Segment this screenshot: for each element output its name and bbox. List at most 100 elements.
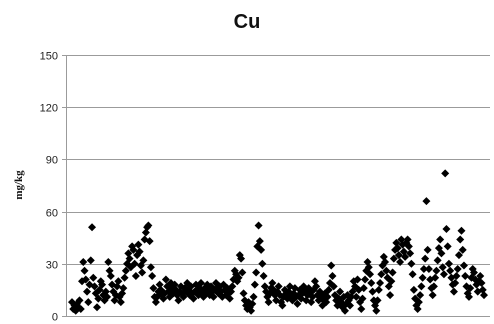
data-point [114, 277, 123, 286]
data-point [451, 278, 460, 287]
data-point [407, 259, 416, 268]
data-point [98, 280, 107, 289]
data-point [457, 226, 466, 235]
data-point [453, 265, 462, 274]
data-points [68, 169, 488, 315]
data-point [441, 169, 450, 178]
data-point [394, 251, 403, 260]
data-point [123, 259, 132, 268]
data-point [121, 266, 130, 275]
data-point [293, 299, 302, 308]
data-point [376, 278, 385, 287]
data-point [393, 244, 402, 253]
data-point [125, 254, 134, 263]
data-point [75, 296, 84, 305]
data-point [274, 282, 283, 291]
data-point [469, 268, 478, 277]
data-point [452, 271, 461, 280]
data-point [386, 291, 395, 300]
data-point [422, 197, 431, 206]
data-point [408, 270, 417, 279]
data-point [418, 273, 427, 282]
data-point [432, 266, 441, 275]
y-tick-label-120: 120 [40, 103, 58, 115]
data-point [131, 271, 140, 280]
data-point [196, 278, 205, 287]
data-point [248, 299, 257, 308]
data-point [381, 258, 390, 267]
data-point [119, 284, 128, 293]
data-point [476, 271, 485, 280]
data-point [76, 305, 85, 314]
data-point [161, 275, 170, 284]
data-point [464, 292, 473, 301]
data-point [323, 292, 332, 301]
data-point [239, 289, 248, 298]
data-point [89, 273, 98, 282]
data-point [437, 249, 446, 258]
data-point [367, 278, 376, 287]
data-point [135, 247, 144, 256]
data-point [431, 273, 440, 282]
data-point [252, 268, 261, 277]
data-point [366, 270, 375, 279]
data-point [396, 258, 405, 267]
data-point [424, 265, 433, 274]
data-point [443, 242, 452, 251]
y-tick-label-60: 60 [46, 208, 58, 220]
data-point [255, 237, 264, 246]
data-point [86, 256, 95, 265]
data-point [459, 261, 468, 270]
data-point [401, 252, 410, 261]
data-point [374, 285, 383, 294]
data-point [329, 282, 338, 291]
data-point [116, 298, 125, 307]
data-point [257, 245, 266, 254]
data-point [364, 263, 373, 272]
data-point [234, 273, 243, 282]
data-point [134, 240, 143, 249]
data-point [328, 271, 337, 280]
data-point [358, 294, 367, 303]
data-point [480, 291, 488, 300]
data-point [327, 261, 336, 270]
data-point [477, 278, 486, 287]
data-point [458, 245, 467, 254]
data-point [444, 259, 453, 268]
data-point [129, 245, 138, 254]
data-point [389, 254, 398, 263]
data-point [138, 268, 147, 277]
data-point [352, 292, 361, 301]
data-point [416, 291, 425, 300]
y-tick-label-0: 0 [52, 312, 58, 324]
y-axis-label: mg/kg [13, 170, 25, 200]
data-point [94, 294, 103, 303]
data-point [346, 301, 355, 310]
data-point [387, 277, 396, 286]
data-point [382, 266, 391, 275]
y-tick-label-150: 150 [40, 51, 58, 63]
data-point [249, 292, 258, 301]
data-point [88, 223, 97, 232]
data-point [414, 298, 423, 307]
data-point [254, 221, 263, 230]
data-point [456, 235, 465, 244]
data-point [144, 221, 153, 230]
data-point [145, 237, 154, 246]
data-point [388, 268, 397, 277]
data-point [373, 296, 382, 305]
data-point [93, 303, 102, 312]
data-point [404, 242, 413, 251]
data-point [461, 271, 470, 280]
data-point [106, 271, 115, 280]
data-point [353, 275, 362, 284]
data-point [340, 306, 349, 315]
data-point [247, 306, 256, 315]
data-point [250, 280, 259, 289]
y-tick-label-30: 30 [46, 260, 58, 272]
data-point [225, 294, 234, 303]
data-point [357, 305, 366, 314]
data-point [429, 282, 438, 291]
data-point [312, 282, 321, 291]
